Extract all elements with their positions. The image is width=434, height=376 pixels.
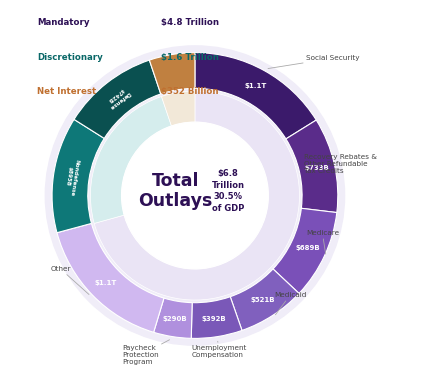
Text: Discretionary: Discretionary [37, 53, 102, 62]
Text: Medicare: Medicare [305, 230, 338, 254]
Text: Other: Other [50, 266, 89, 294]
Text: $4.8 Trillion: $4.8 Trillion [161, 18, 219, 27]
Text: $1.1T: $1.1T [244, 83, 266, 89]
Text: $352 Billion: $352 Billion [161, 87, 218, 96]
Wedge shape [74, 60, 161, 138]
Text: $733B: $733B [304, 165, 329, 171]
Text: Social Security: Social Security [267, 55, 358, 68]
Wedge shape [191, 297, 241, 338]
Circle shape [122, 122, 268, 269]
Text: $290B: $290B [162, 316, 187, 322]
Circle shape [122, 122, 268, 269]
Wedge shape [94, 91, 299, 300]
Text: $1.1T: $1.1T [94, 280, 116, 286]
Text: Defense
$742B: Defense $742B [104, 85, 131, 109]
Text: Unemployment
Compensation: Unemployment Compensation [191, 341, 247, 358]
Wedge shape [90, 97, 171, 223]
Text: Mandatory: Mandatory [37, 18, 89, 27]
Wedge shape [230, 269, 298, 331]
Wedge shape [153, 298, 192, 338]
Wedge shape [149, 53, 194, 94]
Text: Paycheck
Protection
Program: Paycheck Protection Program [122, 340, 169, 365]
Text: Medicaid: Medicaid [273, 292, 306, 315]
Wedge shape [52, 119, 104, 233]
Text: $521B: $521B [250, 297, 275, 303]
Wedge shape [161, 91, 194, 126]
Text: Recovery Rebates &
Other Refundable
Tax Credits: Recovery Rebates & Other Refundable Tax … [303, 153, 376, 174]
Wedge shape [194, 53, 316, 139]
Text: Net Interest: Net Interest [37, 87, 96, 96]
Wedge shape [273, 208, 336, 293]
Text: Total
Outlays: Total Outlays [138, 171, 212, 211]
Text: $689B: $689B [295, 246, 320, 252]
Circle shape [45, 46, 344, 345]
Wedge shape [285, 120, 337, 212]
Text: Nondefense
$895B: Nondefense $895B [63, 158, 79, 196]
Text: $392B: $392B [201, 316, 226, 322]
Wedge shape [57, 223, 164, 332]
Text: $1.6 Trillion: $1.6 Trillion [161, 53, 218, 62]
Text: $6.8
Trillion
30.5%
of GDP: $6.8 Trillion 30.5% of GDP [211, 169, 244, 213]
